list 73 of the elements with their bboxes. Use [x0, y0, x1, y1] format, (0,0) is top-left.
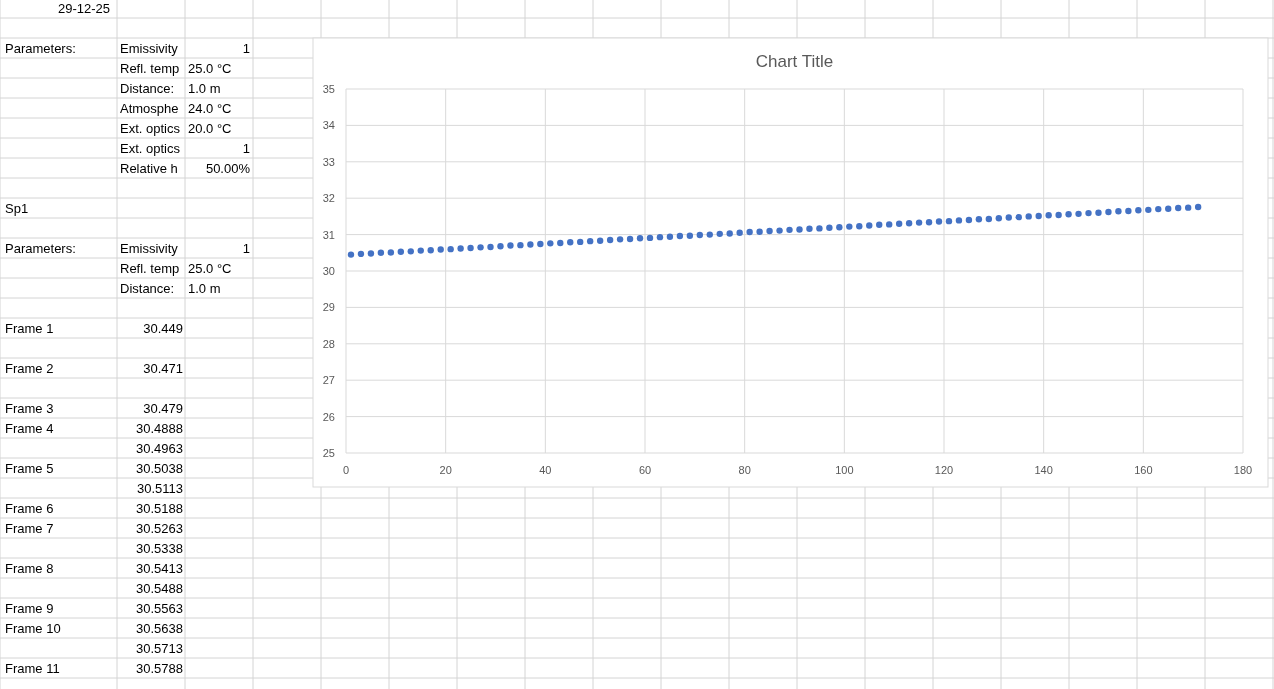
- text: 30.4888: [136, 420, 183, 436]
- text: 20.0 °C: [188, 120, 232, 136]
- y-tick-label: 30: [322, 265, 335, 277]
- text: Refl. temp: [120, 260, 180, 276]
- text: 50.00%: [205, 160, 251, 176]
- text: Relative h: [120, 160, 178, 176]
- text: 30.5413: [136, 560, 183, 576]
- text: 30.471: [143, 360, 183, 376]
- x-tick-label: 20: [439, 464, 452, 476]
- text: Frame 6: [5, 500, 54, 516]
- y-tick-label: 25: [322, 447, 335, 459]
- y-tick-label: 33: [322, 155, 335, 168]
- text: Emissivity: [120, 240, 179, 256]
- x-tick-label: 120: [934, 464, 954, 476]
- y-tick-label: 27: [322, 374, 335, 387]
- x-tick-label: 60: [638, 464, 652, 476]
- text: 30.5563: [136, 600, 183, 616]
- text: 1: [242, 240, 250, 256]
- text: Parameters:: [5, 240, 76, 256]
- text: Distance:: [120, 280, 175, 296]
- text: Frame 3: [5, 400, 54, 416]
- chart-title: Chart Title: [755, 51, 834, 71]
- text: Ext. optics: [120, 140, 181, 156]
- text: 1.0 m: [188, 280, 221, 296]
- text: Frame 7: [5, 520, 54, 536]
- text: Frame 8: [5, 560, 54, 576]
- text: 30.5488: [136, 580, 183, 596]
- text: 24.0 °C: [188, 100, 232, 116]
- text: 1: [242, 140, 250, 156]
- text: 30.5038: [136, 460, 183, 476]
- text: 30.449: [143, 320, 183, 336]
- text: Frame 5: [5, 460, 54, 476]
- text: 30.5713: [136, 640, 183, 656]
- y-tick-label: 34: [322, 119, 335, 132]
- text: 30.4963: [136, 440, 183, 456]
- y-tick-label: 31: [322, 228, 335, 241]
- text: 30.5788: [136, 660, 183, 676]
- text: Frame 4: [5, 420, 54, 436]
- x-tick-label: 40: [539, 464, 552, 476]
- text: Emissivity: [120, 40, 179, 56]
- y-tick-label: 35: [322, 83, 335, 95]
- text: Distance:: [120, 80, 175, 96]
- x-tick-label: 160: [1134, 464, 1153, 476]
- x-tick-label: 140: [1034, 464, 1053, 476]
- x-tick-label: 80: [738, 464, 751, 476]
- text: Sp1: [5, 200, 29, 216]
- text: Frame 2: [5, 360, 54, 376]
- x-tick-label: 180: [1233, 464, 1253, 476]
- x-tick-label: 100: [835, 464, 854, 476]
- text: Refl. temp: [120, 60, 180, 76]
- text: 25.0 °C: [188, 60, 232, 76]
- text: 30.5338: [136, 540, 183, 556]
- text: 30.5113: [136, 480, 183, 496]
- y-tick-label: 26: [322, 410, 335, 423]
- text: Frame 1: [5, 320, 54, 336]
- text: Parameters:: [5, 40, 76, 56]
- x-tick-label: 0: [342, 464, 350, 476]
- text: 30.5638: [136, 620, 183, 636]
- text: 25.0 °C: [188, 260, 232, 276]
- text: Frame 9: [5, 600, 54, 616]
- text: Ext. optics: [120, 120, 181, 136]
- text: 30.479: [143, 400, 183, 416]
- text: 29-12-25: [58, 0, 111, 16]
- text: 1: [242, 40, 250, 56]
- y-tick-label: 28: [322, 337, 335, 350]
- text: 30.5263: [136, 520, 183, 536]
- text: Frame 10: [5, 620, 61, 636]
- text: Frame 11: [5, 660, 60, 676]
- text: 1.0 m: [188, 80, 221, 96]
- text: 30.5188: [136, 500, 183, 516]
- y-tick-label: 29: [322, 301, 335, 314]
- y-tick-label: 32: [322, 192, 335, 205]
- text: Atmosphe: [120, 100, 179, 116]
